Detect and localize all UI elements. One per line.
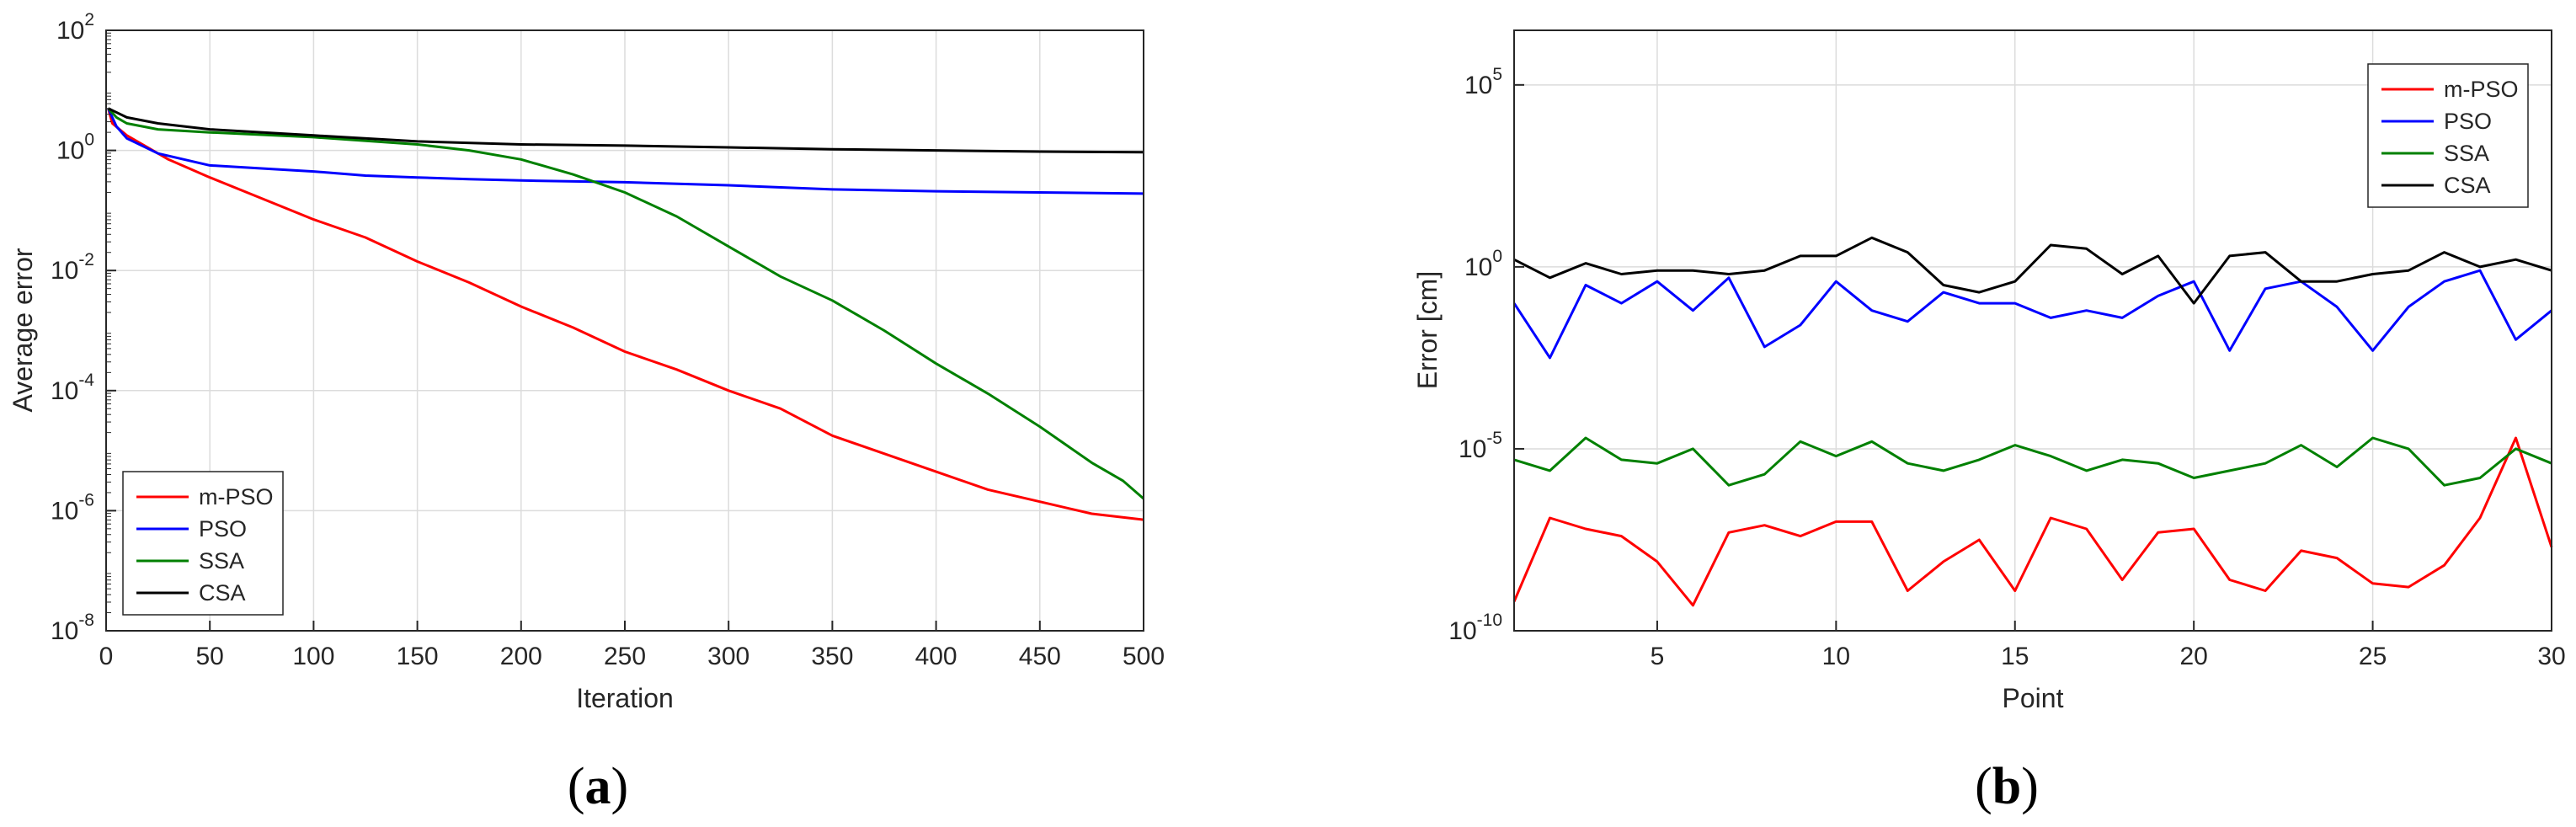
- panel-a-legend-label-pso: PSO: [199, 516, 247, 542]
- panel-b-legend-label-m-pso: m-PSO: [2444, 77, 2519, 102]
- panel-b-x-tick-label: 30: [2537, 643, 2565, 670]
- panel-a-y-tick-label: 10-6: [51, 490, 94, 525]
- panel-b-legend-label-csa: CSA: [2444, 173, 2491, 198]
- panel-b-ticks: 5 10 15 20 25 30 10-10 10-5 100 105: [1448, 65, 2565, 670]
- panel-b-y-tick-label: 10-5: [1459, 429, 1502, 463]
- panel-a-legend-label-ssa: SSA: [199, 548, 244, 574]
- panel-a-x-tick-label: 0: [99, 643, 114, 670]
- panel-b-legend-label-pso: PSO: [2444, 109, 2492, 134]
- caption-a: (a): [568, 758, 628, 815]
- panel-a-x-tick-label: 150: [397, 643, 439, 670]
- panel-a-average-error-vs-iteration: 0 50 100 150 200 250 300 350 400 450 500 10-8 10-6 10…: [8, 10, 1165, 713]
- panel-a-legend-label-csa: CSA: [199, 580, 246, 606]
- panel-b-legend: m-PSO PSO SSA CSA: [2367, 63, 2529, 208]
- panel-a-legend-label-m-pso: m-PSO: [199, 484, 274, 510]
- panel-a-legend: m-PSO PSO SSA CSA: [122, 471, 284, 616]
- panel-b-x-axis-label: Point: [2003, 683, 2064, 713]
- panel-a-y-tick-label: 102: [56, 10, 94, 45]
- panel-a-y-axis-label: Average error: [8, 248, 38, 412]
- caption-b: (b): [1975, 758, 2039, 815]
- panel-b-x-tick-label: 5: [1651, 643, 1665, 670]
- panel-b-y-axis-label: Error [cm]: [1412, 271, 1443, 389]
- panel-b-y-tick-label: 100: [1464, 247, 1502, 281]
- panel-a-y-tick-label: 10-2: [51, 250, 94, 285]
- panel-a-x-tick-label: 50: [196, 643, 224, 670]
- panel-b-legend-label-ssa: SSA: [2444, 141, 2489, 166]
- panel-a-x-tick-label: 100: [292, 643, 334, 670]
- panel-a-y-tick-label: 10-4: [51, 371, 94, 405]
- panel-a-legend-box: [122, 471, 284, 616]
- panel-b-y-tick-label: 105: [1464, 65, 1502, 99]
- panel-a-x-tick-label: 350: [811, 643, 853, 670]
- panel-b-y-tick-label: 10-10: [1448, 611, 1502, 645]
- panel-b-series-csa: [1513, 236, 2552, 305]
- panel-a-x-tick-label: 300: [707, 643, 749, 670]
- panel-b-series-m-pso: [1512, 436, 2553, 607]
- panel-a-x-tick-label: 200: [500, 643, 542, 670]
- panel-b-series: [1512, 236, 2553, 607]
- panel-a-series-pso: [107, 108, 1144, 195]
- panel-a-ticks: 0 50 100 150 200 250 300 350 400 450 500 10-8 10-6 10…: [51, 10, 1165, 670]
- panel-a-series-csa: [107, 107, 1144, 154]
- panel-a-series-m-pso: [107, 108, 1144, 521]
- panel-b-x-tick-label: 25: [2359, 643, 2387, 670]
- panel-b-legend-box: [2367, 63, 2529, 208]
- panel-b-x-tick-label: 10: [1822, 643, 1850, 670]
- panel-a-x-tick-label: 500: [1123, 643, 1165, 670]
- panel-a-series-ssa: [107, 107, 1144, 500]
- panel-b-error-vs-point: 5 10 15 20 25 30 10-10 10-5 100 105 Point Error […: [1412, 29, 2566, 713]
- panel-a-series: [107, 107, 1144, 521]
- panel-a-x-tick-label: 450: [1019, 643, 1061, 670]
- panel-b-series-pso: [1512, 269, 2552, 360]
- panel-a-y-tick-label: 100: [56, 131, 94, 165]
- panel-b-axes-box: [1513, 29, 2552, 632]
- panel-a-x-axis-label: Iteration: [576, 683, 674, 713]
- panel-a-x-tick-label: 400: [915, 643, 957, 670]
- panel-b-x-tick-label: 20: [2179, 643, 2207, 670]
- panel-b-series-ssa: [1513, 436, 2552, 487]
- panel-a-x-tick-label: 250: [604, 643, 646, 670]
- panel-b-x-tick-label: 15: [2001, 643, 2029, 670]
- panel-a-y-tick-label: 10-8: [51, 611, 94, 645]
